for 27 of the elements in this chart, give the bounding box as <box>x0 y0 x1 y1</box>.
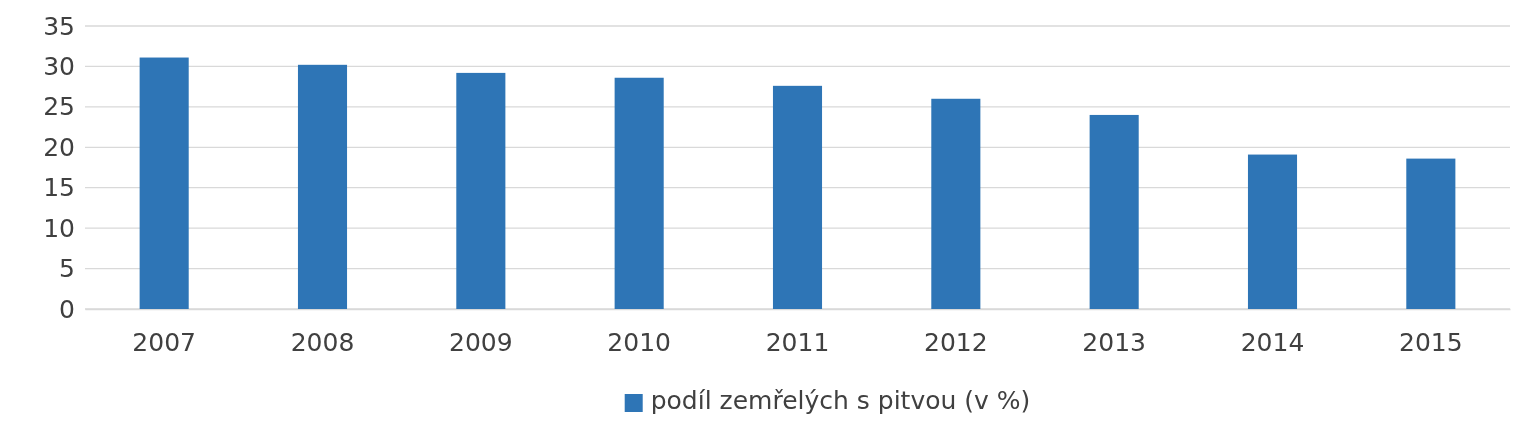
y-tick-label: 0 <box>59 294 75 324</box>
bar <box>297 64 348 309</box>
bar <box>139 57 189 309</box>
bar <box>1247 154 1298 309</box>
x-tick-label: 2007 <box>132 327 196 357</box>
y-tick-label: 35 <box>43 11 75 41</box>
y-tick-label: 15 <box>43 173 75 203</box>
y-tick-label: 5 <box>59 254 75 284</box>
y-tick-label: 30 <box>43 51 75 81</box>
bar <box>931 98 981 309</box>
bar <box>1089 114 1139 309</box>
bar <box>614 77 664 309</box>
x-tick-label: 2014 <box>1240 327 1305 357</box>
bar <box>1406 158 1456 309</box>
x-tick-label: 2011 <box>765 327 830 357</box>
x-tick-label: 2009 <box>449 327 513 357</box>
bar <box>772 85 823 309</box>
y-tick-label: 10 <box>43 213 75 243</box>
y-tick-label: 25 <box>43 92 75 122</box>
x-tick-label: 2013 <box>1082 327 1146 357</box>
x-tick-label: 2015 <box>1399 327 1463 357</box>
bar <box>456 72 506 309</box>
y-tick-label: 20 <box>43 132 75 162</box>
legend-label: podíl zemřelých s pitvou (v %) <box>650 386 1031 415</box>
x-tick-label: 2010 <box>607 327 671 357</box>
x-tick-label: 2012 <box>924 327 988 357</box>
x-tick-label: 2008 <box>290 327 355 357</box>
